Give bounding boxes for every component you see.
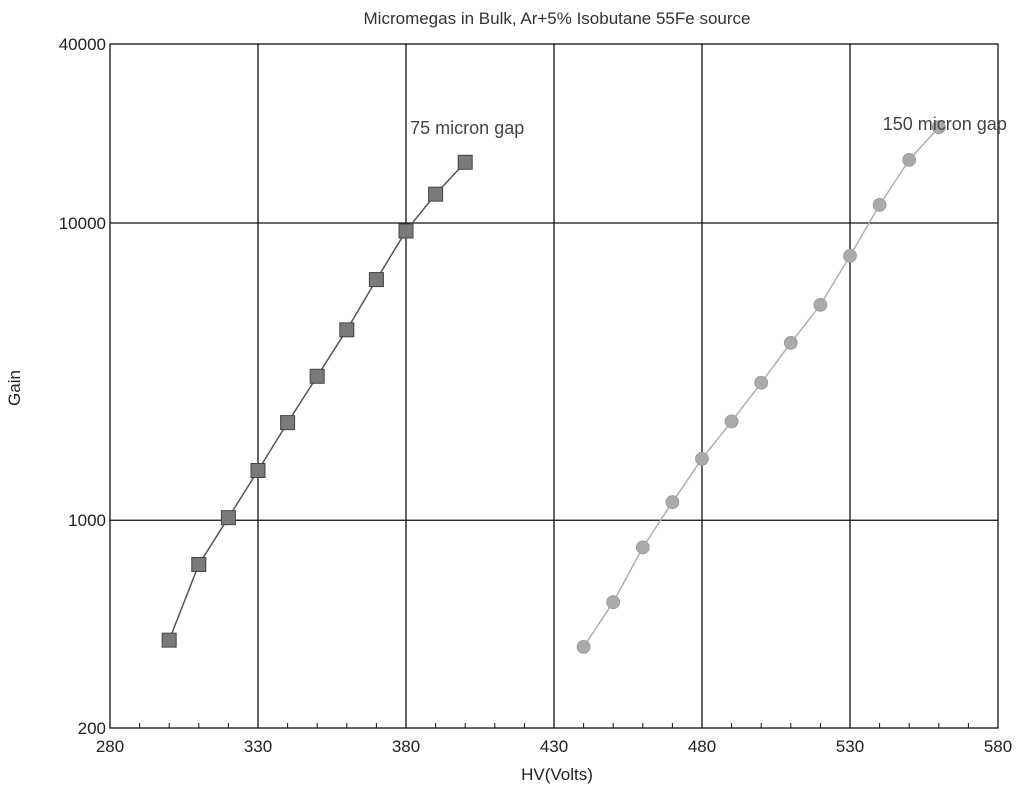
data-point <box>931 120 946 135</box>
data-point <box>457 154 473 170</box>
x-tick-label: 480 <box>688 737 716 756</box>
data-point <box>872 198 887 212</box>
data-point <box>250 462 266 478</box>
y-axis-ticks: 200 1000 10000 40000 <box>59 35 106 738</box>
data-point <box>783 335 798 350</box>
series-1 <box>576 120 946 654</box>
x-tick-label: 280 <box>96 737 124 756</box>
x-tick-label: 380 <box>392 737 420 756</box>
x-tick-label: 330 <box>244 737 272 756</box>
data-point <box>754 375 769 390</box>
data-point <box>576 639 591 654</box>
data-point <box>843 248 857 263</box>
y-tick-label: 1000 <box>68 511 106 530</box>
series-annotation: 150 micron gap <box>883 114 1007 134</box>
data-point <box>220 510 236 526</box>
y-tick-label: 200 <box>78 719 106 738</box>
data-point <box>724 414 739 429</box>
y-tick-label: 40000 <box>59 35 106 54</box>
data-point <box>339 322 355 338</box>
series-line <box>168 161 466 641</box>
data-point <box>161 632 177 648</box>
data-point <box>191 556 207 572</box>
series-layer <box>161 120 946 654</box>
annotation-layer: 75 micron gap 150 micron gap <box>410 114 1007 138</box>
x-tick-label: 430 <box>540 737 568 756</box>
data-point <box>368 272 384 288</box>
data-point <box>635 540 650 555</box>
x-tick-label: 530 <box>836 737 864 756</box>
data-point <box>902 152 917 167</box>
data-point <box>606 595 621 610</box>
x-axis-ticks: 280 330 380 430 480 530 580 <box>96 723 1012 756</box>
series-annotation: 75 micron gap <box>410 118 524 138</box>
data-point <box>280 415 296 431</box>
data-point <box>665 495 680 510</box>
data-point <box>813 298 828 312</box>
data-point <box>309 368 325 384</box>
x-tick-label: 580 <box>984 737 1012 756</box>
y-tick-label: 10000 <box>59 214 106 233</box>
y-axis-label: Gain <box>5 370 24 406</box>
data-point <box>428 186 444 202</box>
data-point <box>695 451 709 466</box>
x-axis-label: HV(Volts) <box>521 765 593 784</box>
grid-layer <box>110 44 998 728</box>
series-0 <box>161 154 473 648</box>
chart-title: Micromegas in Bulk, Ar+5% Isobutane 55Fe… <box>364 9 751 28</box>
data-point <box>398 223 414 239</box>
